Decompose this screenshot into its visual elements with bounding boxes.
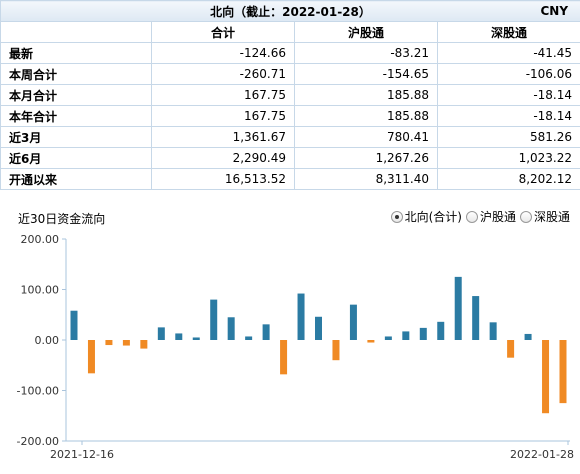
y-tick-label: -200.00 (17, 435, 59, 448)
table-header-row: 合计 沪股通 深股通 (0, 21, 580, 43)
cell-total: 1,361.67 (151, 126, 295, 148)
cell-sz: -106.06 (436, 63, 580, 85)
radio-icon[interactable] (519, 210, 532, 223)
chart-bar (454, 276, 462, 340)
cell-sz: -41.45 (436, 42, 580, 64)
cell-sz: -18.14 (436, 84, 580, 106)
cell-total: 16,513.52 (151, 168, 295, 190)
cell-total: -260.71 (151, 63, 295, 85)
table-title-row: 北向（截止：2022-01-28） CNY (0, 0, 580, 22)
chart-bar (367, 340, 375, 343)
chart-bar (402, 331, 410, 340)
table-row: 本月合计 167.75 185.88 -18.14 (0, 84, 580, 106)
y-tick-label: 200.00 (21, 233, 60, 246)
row-label: 近6月 (0, 147, 152, 169)
cell-sh: 185.88 (294, 84, 438, 106)
legend-option-sz[interactable]: 深股通 (519, 208, 570, 225)
cell-sz: 1,023.22 (436, 147, 580, 169)
cell-sz: 581.26 (436, 126, 580, 148)
radio-icon[interactable] (390, 210, 403, 223)
chart-legend: 北向(合计) 沪股通 深股通 (390, 208, 570, 225)
chart-bar (192, 337, 200, 340)
chart-bar (87, 340, 95, 374)
cell-sh: 8,311.40 (294, 168, 438, 190)
flow-bar-chart: 200.00 100.00 0.00 -100.00 -200.002021-12-16… (17, 233, 574, 461)
chart-bar (297, 293, 305, 340)
chart-bar (524, 333, 532, 340)
table-title: 北向（截止：2022-01-28） (210, 4, 371, 19)
cell-sh: -154.65 (294, 63, 438, 85)
legend-label: 北向(合计) (404, 210, 462, 224)
x-tick-label-end: 2022-01-28 (510, 448, 574, 461)
chart-bar (105, 340, 113, 346)
cell-sh: 780.41 (294, 126, 438, 148)
table-row: 本周合计 -260.71 -154.65 -106.06 (0, 63, 580, 85)
table-row: 本年合计 167.75 185.88 -18.14 (0, 105, 580, 127)
cell-total: 2,290.49 (151, 147, 295, 169)
legend-label: 沪股通 (479, 210, 516, 224)
y-tick-label: 100.00 (21, 284, 60, 297)
chart-bar (280, 340, 288, 375)
cell-total: 167.75 (151, 105, 295, 127)
row-label: 开通以来 (0, 168, 152, 190)
chart-bar (332, 340, 340, 361)
table-title-cell: 北向（截止：2022-01-28） CNY (0, 0, 580, 22)
y-tick-label: -100.00 (17, 385, 59, 398)
chart-bar (542, 340, 550, 414)
chart-bar (245, 336, 253, 340)
chart-bar (157, 327, 165, 340)
chart-bar (210, 299, 218, 340)
chart-bar (384, 336, 392, 340)
row-label: 本年合计 (0, 105, 152, 127)
chart-bar (419, 327, 427, 340)
table-row: 近6月 2,290.49 1,267.26 1,023.22 (0, 147, 580, 169)
row-label: 最新 (0, 42, 152, 64)
chart-bar (437, 321, 445, 340)
cell-sz: -18.14 (436, 105, 580, 127)
cell-sh: -83.21 (294, 42, 438, 64)
chart-bar (489, 322, 497, 340)
cell-sh: 1,267.26 (294, 147, 438, 169)
row-label: 本周合计 (0, 63, 152, 85)
legend-option-total[interactable]: 北向(合计) (390, 208, 462, 225)
currency-label: CNY (540, 4, 569, 18)
row-label: 近3月 (0, 126, 152, 148)
chart-title: 近30日资金流向 (18, 212, 106, 226)
chart-bar (315, 316, 322, 340)
legend-label: 深股通 (533, 210, 570, 224)
header-total: 合计 (151, 21, 295, 43)
header-sz: 深股通 (436, 21, 580, 43)
header-empty (0, 21, 152, 43)
table-row: 最新 -124.66 -83.21 -41.45 (0, 42, 580, 64)
chart-bar (70, 310, 78, 340)
chart-bar (472, 296, 480, 340)
x-tick-label-start: 2021-12-16 (50, 448, 114, 461)
chart-bar (349, 304, 357, 340)
radio-icon[interactable] (465, 210, 478, 223)
header-sh: 沪股通 (294, 21, 438, 43)
chart-bar (122, 340, 130, 346)
row-label: 本月合计 (0, 84, 152, 106)
table-row: 近3月 1,361.67 780.41 581.26 (0, 126, 580, 148)
chart-bar (175, 333, 183, 340)
cell-sh: 185.88 (294, 105, 438, 127)
cell-sz: 8,202.12 (436, 168, 580, 190)
summary-table: 北向（截止：2022-01-28） CNY 合计 沪股通 深股通 最新 -124… (0, 0, 580, 190)
chart-bar (227, 317, 235, 340)
cell-total: 167.75 (151, 84, 295, 106)
table-row: 开通以来 16,513.52 8,311.40 8,202.12 (0, 168, 580, 190)
chart-bar (507, 340, 515, 358)
legend-option-sh[interactable]: 沪股通 (465, 208, 516, 225)
chart-bar (140, 340, 148, 349)
y-tick-label: 0.00 (35, 334, 60, 347)
chart-bar (559, 340, 567, 404)
flow-chart-panel: 200.00 100.00 0.00 -100.00 -200.00 2021-12-16… (0, 202, 580, 474)
chart-bar (262, 324, 270, 340)
cell-total: -124.66 (151, 42, 295, 64)
